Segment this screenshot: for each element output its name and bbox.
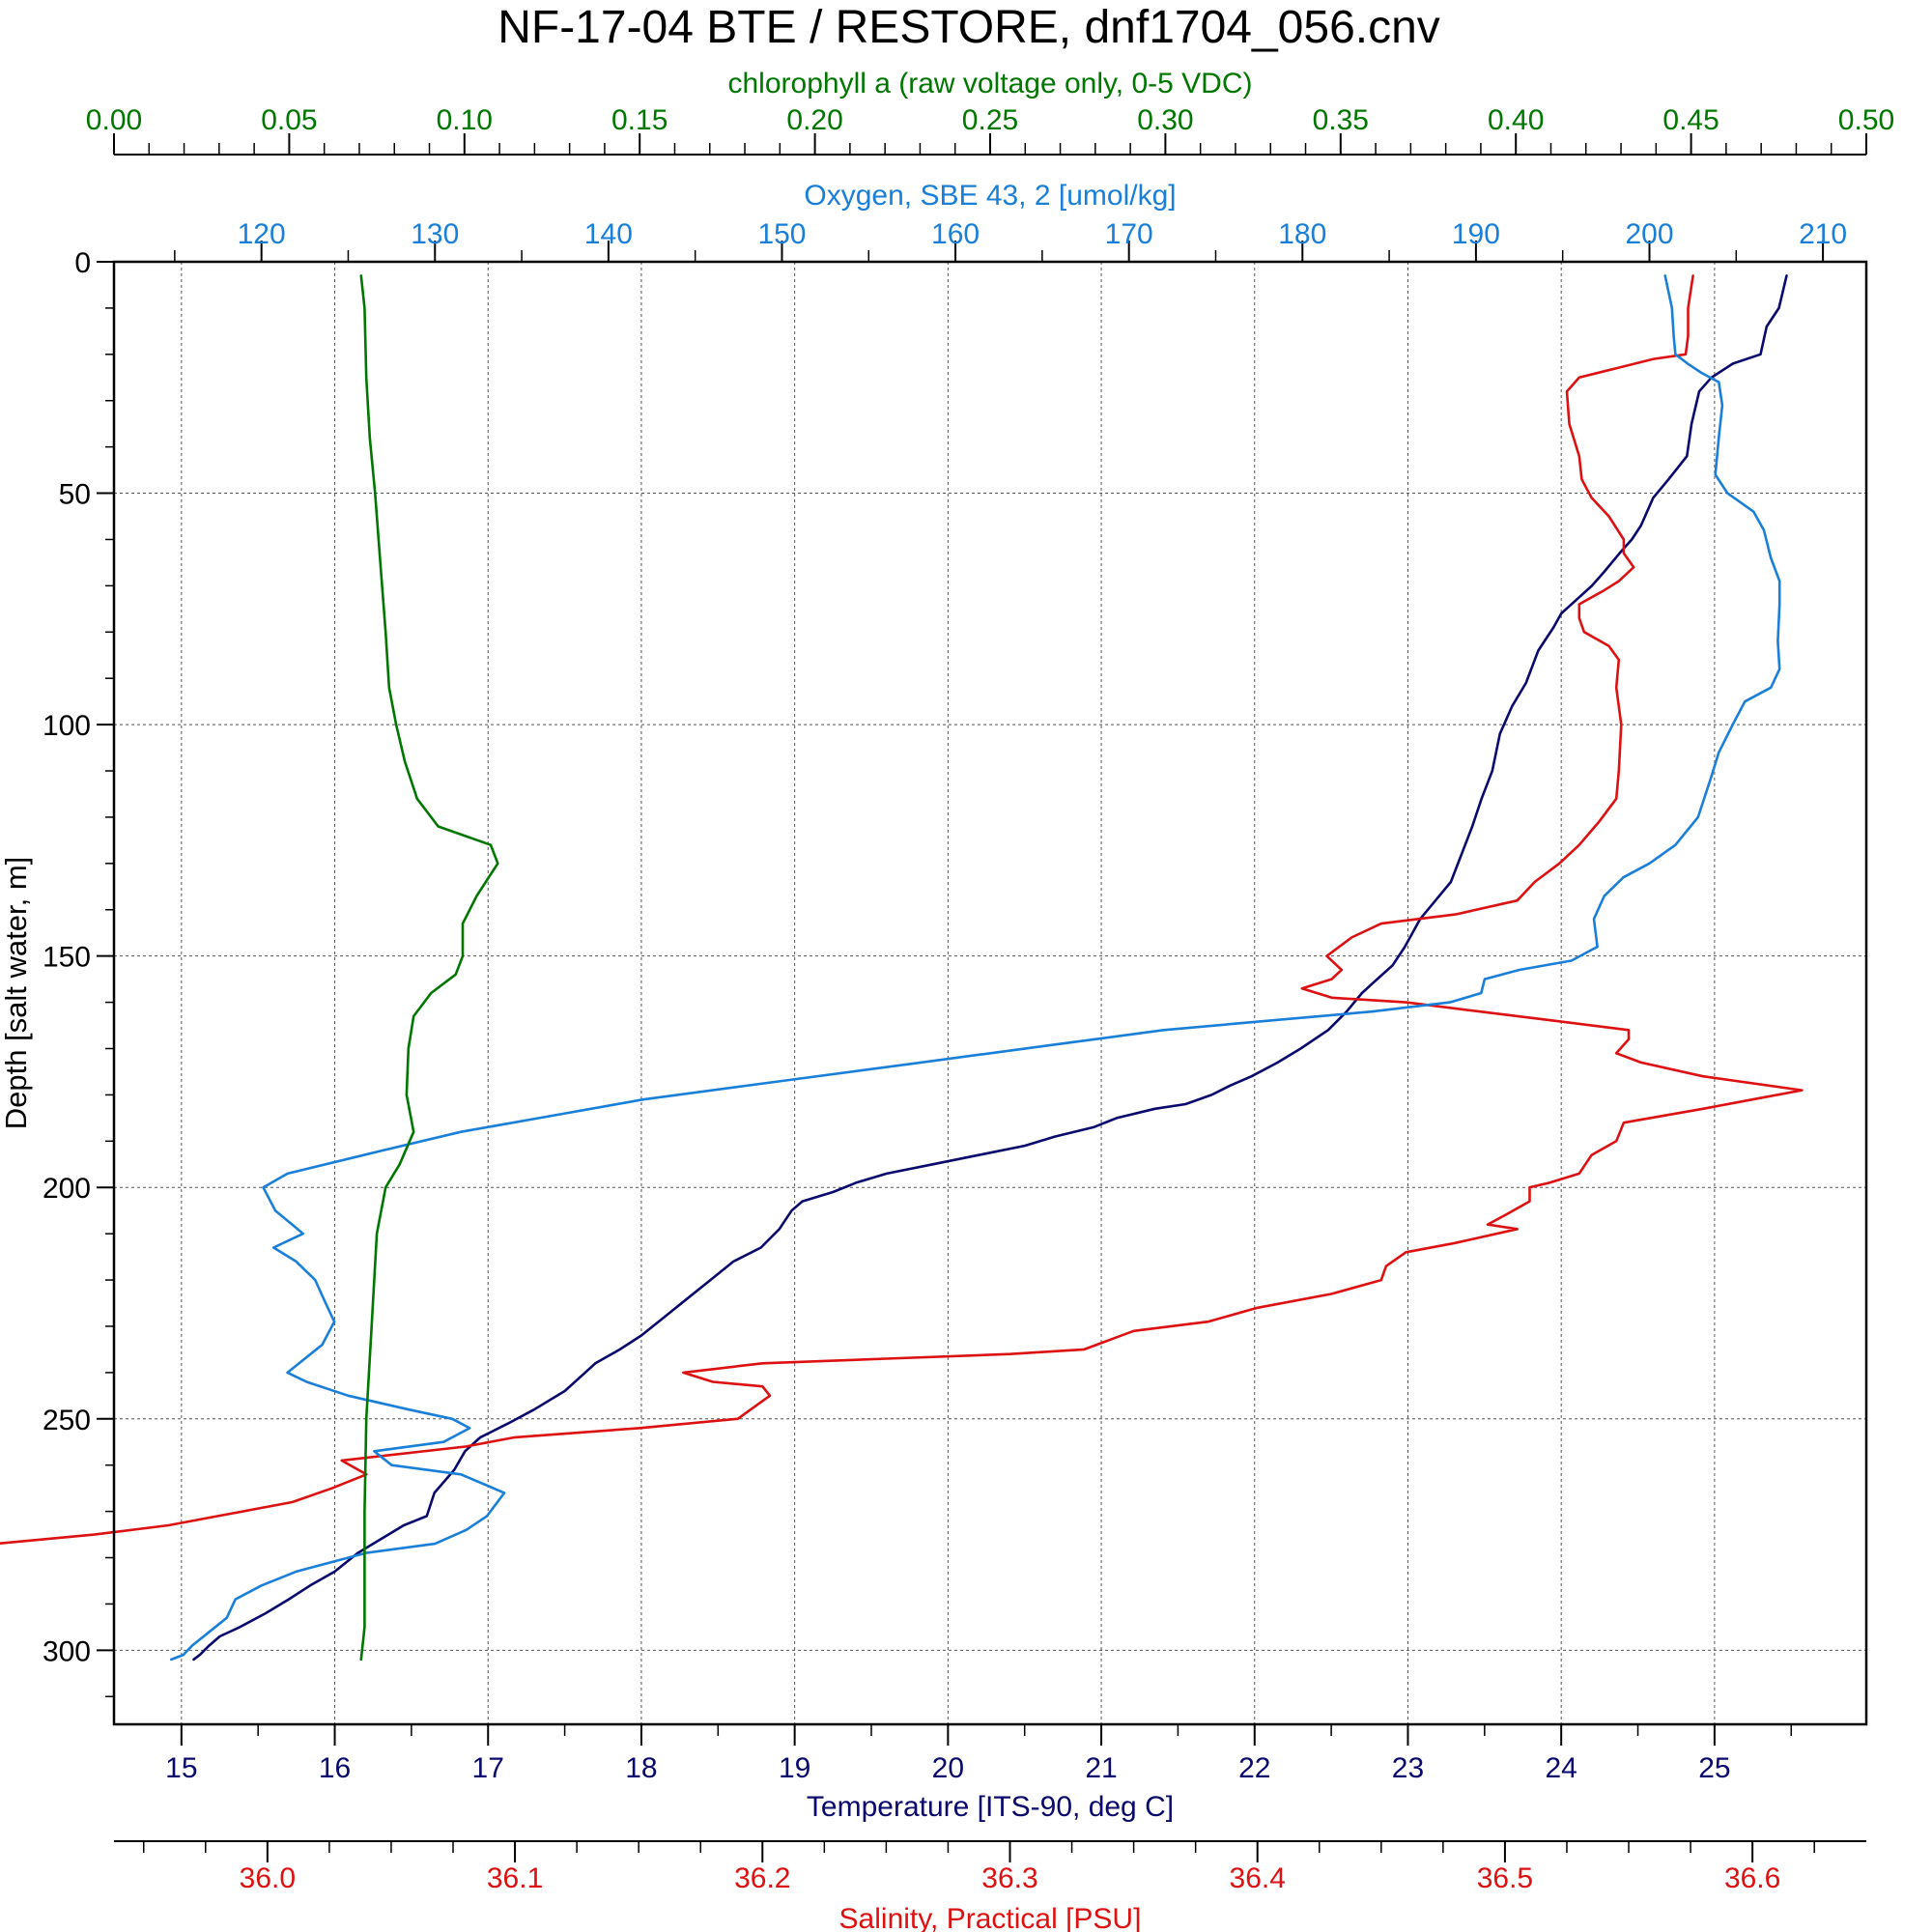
x-axis-salinity: 36.0 36.1 36.2 36.3 36.4 36.5 36.6 Salinity, Pr… bbox=[114, 1840, 1866, 1932]
x-tick-label-oxygen: 200 bbox=[1625, 218, 1673, 250]
x-tick-label-salinity: 36.1 bbox=[487, 1862, 543, 1894]
x-tick-label-oxygen: 130 bbox=[411, 218, 459, 250]
x-tick-label-chlorophyll: 0.05 bbox=[261, 104, 317, 136]
x-tick-label-temperature: 17 bbox=[472, 1752, 504, 1784]
x-axis-label-oxygen: Oxygen, SBE 43, 2 [umol/kg] bbox=[804, 180, 1176, 212]
chart-title: NF-17-04 BTE / RESTORE, dnf1704_056.cnv bbox=[497, 2, 1440, 53]
y-tick-label: 300 bbox=[43, 1635, 91, 1667]
x-tick-label-chlorophyll: 0.15 bbox=[611, 104, 668, 136]
x-tick-label-oxygen: 150 bbox=[757, 218, 806, 250]
y-axis-label: Depth [salt water, m] bbox=[0, 857, 33, 1130]
x-tick-label-temperature: 20 bbox=[932, 1752, 964, 1784]
y-tick-label: 200 bbox=[43, 1173, 91, 1205]
x-tick-label-oxygen: 180 bbox=[1278, 218, 1326, 250]
x-tick-label-temperature: 15 bbox=[165, 1752, 197, 1784]
x-axis-oxygen: 120 130 140 150 160 170 180 190 200 210 Oxygen, SB… bbox=[174, 180, 1847, 262]
x-tick-label-temperature: 18 bbox=[625, 1752, 657, 1784]
y-axis-depth: 0 50 100 150 200 250 300 Depth [salt water, m] bbox=[0, 247, 114, 1698]
x-tick-label-chlorophyll: 0.50 bbox=[1838, 104, 1894, 136]
y-tick-label: 250 bbox=[43, 1405, 91, 1436]
x-tick-label-temperature: 21 bbox=[1085, 1752, 1117, 1784]
x-tick-label-chlorophyll: 0.45 bbox=[1662, 104, 1719, 136]
x-tick-label-chlorophyll: 0.30 bbox=[1137, 104, 1193, 136]
x-axis-chlorophyll: 0.00 0.05 0.10 0.15 0.20 0.25 0.30 0.35 0.40 0.45… bbox=[86, 68, 1894, 156]
series-line-chlorophyll bbox=[359, 274, 499, 1662]
series-line-oxygen bbox=[170, 274, 1781, 1662]
x-tick-label-oxygen: 210 bbox=[1799, 218, 1847, 250]
x-axis-label-temperature: Temperature [ITS-90, deg C] bbox=[807, 1791, 1174, 1823]
x-tick-label-chlorophyll: 0.40 bbox=[1488, 104, 1544, 136]
x-tick-label-temperature: 19 bbox=[779, 1752, 810, 1784]
x-axis-label-chlorophyll: chlorophyll a (raw voltage only, 0-5 VDC… bbox=[727, 68, 1252, 99]
x-tick-label-oxygen: 140 bbox=[584, 218, 633, 250]
data-series bbox=[0, 274, 1804, 1662]
x-tick-label-salinity: 36.3 bbox=[981, 1862, 1037, 1894]
x-tick-label-salinity: 36.2 bbox=[734, 1862, 790, 1894]
x-tick-label-chlorophyll: 0.35 bbox=[1313, 104, 1369, 136]
x-tick-label-temperature: 22 bbox=[1238, 1752, 1270, 1784]
y-tick-label: 0 bbox=[74, 247, 91, 279]
x-tick-label-chlorophyll: 0.10 bbox=[437, 104, 493, 136]
x-tick-label-temperature: 16 bbox=[319, 1752, 351, 1784]
series-line-salinity bbox=[0, 274, 1804, 1545]
x-tick-label-chlorophyll: 0.20 bbox=[786, 104, 842, 136]
x-tick-label-temperature: 23 bbox=[1392, 1752, 1424, 1784]
x-tick-label-salinity: 36.0 bbox=[240, 1862, 296, 1894]
x-tick-label-temperature: 24 bbox=[1545, 1752, 1577, 1784]
x-tick-label-salinity: 36.4 bbox=[1230, 1862, 1286, 1894]
x-tick-label-temperature: 25 bbox=[1698, 1752, 1730, 1784]
plot-frame bbox=[112, 260, 1868, 1726]
x-tick-label-salinity: 36.6 bbox=[1724, 1862, 1780, 1894]
y-tick-label: 100 bbox=[43, 710, 91, 742]
x-tick-label-chlorophyll: 0.25 bbox=[962, 104, 1018, 136]
x-tick-label-chlorophyll: 0.00 bbox=[86, 104, 142, 136]
x-tick-label-oxygen: 120 bbox=[238, 218, 286, 250]
x-axis-temperature: 15 16 17 18 19 20 21 22 23 24 25 Temperature [ITS-9… bbox=[165, 1724, 1792, 1823]
y-tick-label: 150 bbox=[43, 942, 91, 974]
y-tick-label: 50 bbox=[59, 479, 91, 511]
x-tick-label-oxygen: 170 bbox=[1105, 218, 1153, 250]
x-tick-label-oxygen: 160 bbox=[931, 218, 980, 250]
x-tick-label-salinity: 36.5 bbox=[1477, 1862, 1533, 1894]
x-tick-label-oxygen: 190 bbox=[1452, 218, 1500, 250]
x-axis-label-salinity: Salinity, Practical [PSU] bbox=[839, 1903, 1142, 1932]
